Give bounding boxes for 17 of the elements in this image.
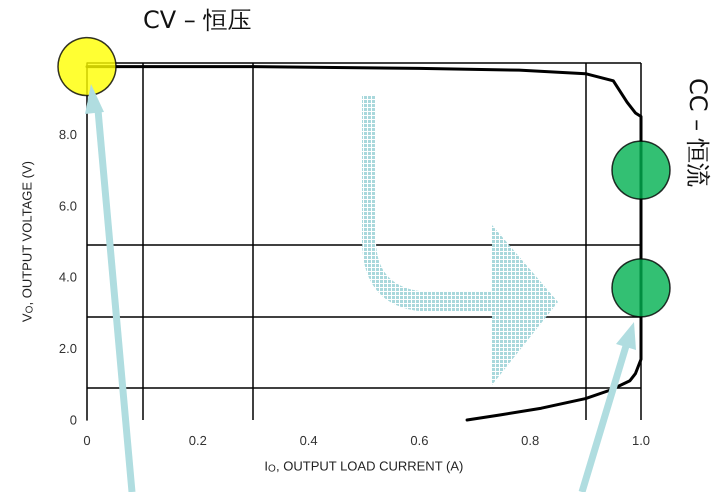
x-tick-label: 1.0 xyxy=(632,433,650,448)
y-tick-label: 8.0 xyxy=(58,126,77,142)
x-tick-label: 0.8 xyxy=(521,433,540,448)
y-tick-label: 2.0 xyxy=(58,341,77,356)
x-tick-label: 0.4 xyxy=(300,433,318,448)
x-tick-label: 0.6 xyxy=(410,433,428,448)
point xyxy=(611,258,671,318)
x-tick-label: 0 xyxy=(83,433,91,448)
y-tick-label: 6.0 xyxy=(58,198,77,214)
x-tick-label: 0.2 xyxy=(188,433,207,448)
point xyxy=(57,36,117,96)
y-tick-label: 0 xyxy=(70,412,77,428)
text: CC – 恒流 xyxy=(684,78,712,187)
point xyxy=(611,140,671,200)
y-tick-label: 4.0 xyxy=(58,270,77,285)
text: CV – 恒压 xyxy=(143,6,252,34)
y-axis-title: VO, OUTPUT VOLTAGE (V) xyxy=(20,161,36,322)
